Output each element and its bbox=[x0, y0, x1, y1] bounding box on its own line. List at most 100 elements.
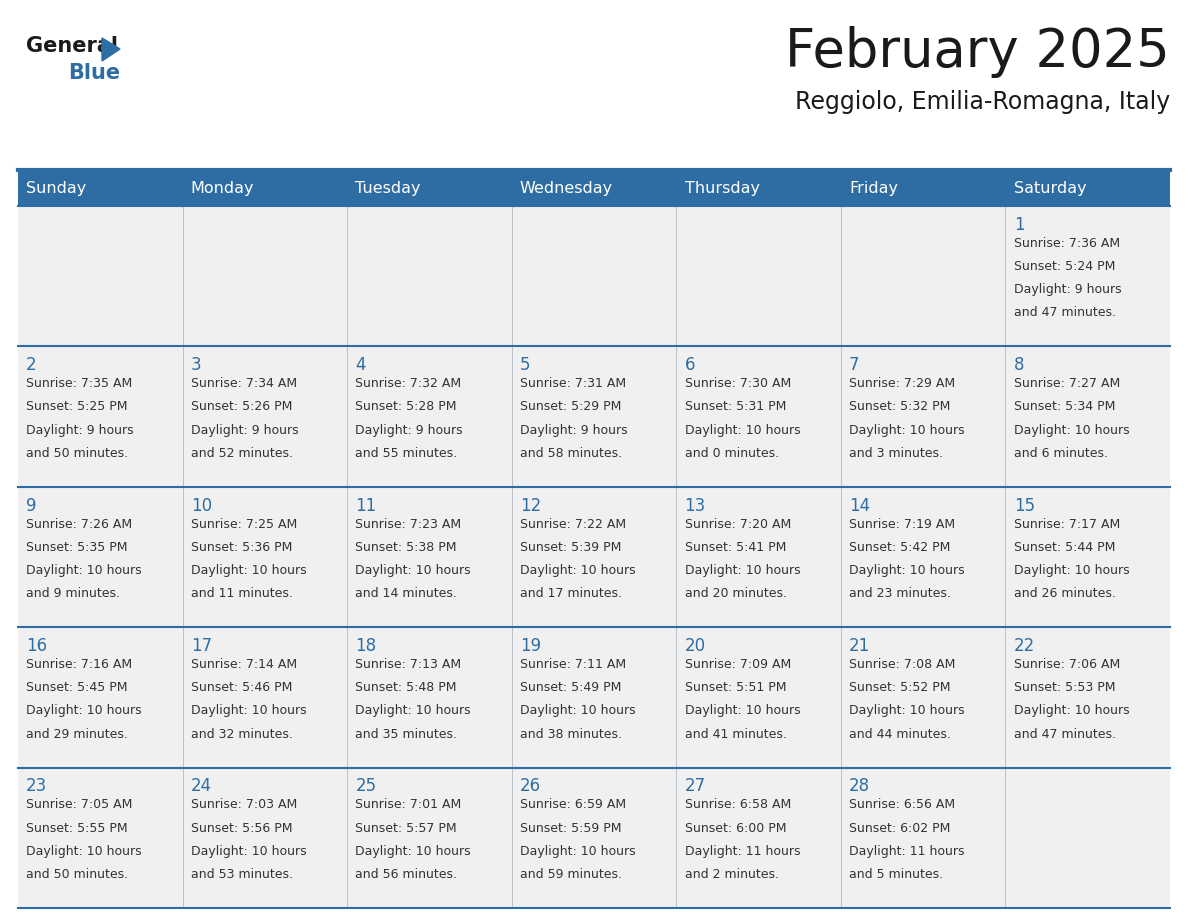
Text: Sunset: 5:51 PM: Sunset: 5:51 PM bbox=[684, 681, 786, 694]
Text: Sunrise: 7:05 AM: Sunrise: 7:05 AM bbox=[26, 799, 133, 812]
Text: Sunrise: 7:22 AM: Sunrise: 7:22 AM bbox=[520, 518, 626, 531]
Bar bbox=[347, 206, 512, 346]
Text: and 14 minutes.: and 14 minutes. bbox=[355, 588, 457, 600]
Text: Sunset: 5:44 PM: Sunset: 5:44 PM bbox=[1013, 541, 1116, 554]
Text: 1: 1 bbox=[1013, 216, 1024, 234]
Text: Sunset: 6:00 PM: Sunset: 6:00 PM bbox=[684, 822, 786, 834]
Text: Sunrise: 7:19 AM: Sunrise: 7:19 AM bbox=[849, 518, 955, 531]
Text: Daylight: 10 hours: Daylight: 10 hours bbox=[26, 564, 141, 577]
Text: Daylight: 10 hours: Daylight: 10 hours bbox=[355, 564, 470, 577]
Text: and 56 minutes.: and 56 minutes. bbox=[355, 868, 457, 881]
Text: Sunset: 5:31 PM: Sunset: 5:31 PM bbox=[684, 400, 786, 413]
Text: Blue: Blue bbox=[68, 63, 120, 83]
Text: Daylight: 9 hours: Daylight: 9 hours bbox=[26, 423, 134, 437]
Text: February 2025: February 2025 bbox=[785, 26, 1170, 78]
Bar bbox=[1005, 346, 1170, 487]
Text: Sunset: 5:52 PM: Sunset: 5:52 PM bbox=[849, 681, 950, 694]
Text: 22: 22 bbox=[1013, 637, 1035, 655]
Text: Sunrise: 7:31 AM: Sunrise: 7:31 AM bbox=[520, 377, 626, 390]
Bar bbox=[676, 206, 841, 346]
Text: Daylight: 11 hours: Daylight: 11 hours bbox=[849, 845, 965, 857]
Bar bbox=[347, 346, 512, 487]
Text: and 52 minutes.: and 52 minutes. bbox=[191, 447, 292, 460]
Bar bbox=[841, 767, 1005, 908]
Text: Daylight: 10 hours: Daylight: 10 hours bbox=[520, 845, 636, 857]
Bar bbox=[18, 206, 183, 346]
Text: Sunset: 5:41 PM: Sunset: 5:41 PM bbox=[684, 541, 786, 554]
Text: and 9 minutes.: and 9 minutes. bbox=[26, 588, 120, 600]
Text: Sunset: 5:42 PM: Sunset: 5:42 PM bbox=[849, 541, 950, 554]
Text: and 53 minutes.: and 53 minutes. bbox=[191, 868, 292, 881]
Text: 24: 24 bbox=[191, 778, 211, 795]
Text: and 3 minutes.: and 3 minutes. bbox=[849, 447, 943, 460]
Text: 27: 27 bbox=[684, 778, 706, 795]
Text: Reggiolo, Emilia-Romagna, Italy: Reggiolo, Emilia-Romagna, Italy bbox=[795, 90, 1170, 114]
Text: and 6 minutes.: and 6 minutes. bbox=[1013, 447, 1107, 460]
Bar bbox=[183, 487, 347, 627]
Text: Sunset: 5:29 PM: Sunset: 5:29 PM bbox=[520, 400, 621, 413]
Text: 15: 15 bbox=[1013, 497, 1035, 515]
Text: Sunset: 5:53 PM: Sunset: 5:53 PM bbox=[1013, 681, 1116, 694]
Text: Sunset: 5:36 PM: Sunset: 5:36 PM bbox=[191, 541, 292, 554]
Bar bbox=[512, 487, 676, 627]
Text: Sunset: 5:46 PM: Sunset: 5:46 PM bbox=[191, 681, 292, 694]
Text: and 41 minutes.: and 41 minutes. bbox=[684, 728, 786, 741]
Text: Sunrise: 6:56 AM: Sunrise: 6:56 AM bbox=[849, 799, 955, 812]
Bar bbox=[183, 627, 347, 767]
Bar bbox=[676, 627, 841, 767]
Text: Sunset: 5:49 PM: Sunset: 5:49 PM bbox=[520, 681, 621, 694]
Text: Daylight: 10 hours: Daylight: 10 hours bbox=[684, 564, 801, 577]
Text: and 55 minutes.: and 55 minutes. bbox=[355, 447, 457, 460]
Bar bbox=[841, 346, 1005, 487]
Text: Sunrise: 7:20 AM: Sunrise: 7:20 AM bbox=[684, 518, 791, 531]
Text: 3: 3 bbox=[191, 356, 202, 375]
Text: 9: 9 bbox=[26, 497, 37, 515]
Bar bbox=[347, 627, 512, 767]
Text: Sunrise: 7:29 AM: Sunrise: 7:29 AM bbox=[849, 377, 955, 390]
Text: Sunrise: 7:34 AM: Sunrise: 7:34 AM bbox=[191, 377, 297, 390]
Text: 14: 14 bbox=[849, 497, 871, 515]
Text: Sunrise: 7:01 AM: Sunrise: 7:01 AM bbox=[355, 799, 462, 812]
Text: Sunrise: 7:30 AM: Sunrise: 7:30 AM bbox=[684, 377, 791, 390]
Text: 25: 25 bbox=[355, 778, 377, 795]
Text: Daylight: 10 hours: Daylight: 10 hours bbox=[520, 564, 636, 577]
Text: Daylight: 10 hours: Daylight: 10 hours bbox=[191, 564, 307, 577]
Text: Daylight: 10 hours: Daylight: 10 hours bbox=[849, 423, 965, 437]
Text: Sunset: 5:28 PM: Sunset: 5:28 PM bbox=[355, 400, 457, 413]
Text: Daylight: 10 hours: Daylight: 10 hours bbox=[1013, 704, 1130, 718]
Text: Friday: Friday bbox=[849, 181, 898, 196]
Text: 10: 10 bbox=[191, 497, 211, 515]
Text: Sunrise: 7:23 AM: Sunrise: 7:23 AM bbox=[355, 518, 461, 531]
Text: Sunrise: 7:08 AM: Sunrise: 7:08 AM bbox=[849, 658, 955, 671]
Bar bbox=[347, 767, 512, 908]
Bar bbox=[18, 627, 183, 767]
Text: and 0 minutes.: and 0 minutes. bbox=[684, 447, 778, 460]
Text: and 11 minutes.: and 11 minutes. bbox=[191, 588, 292, 600]
Text: Sunrise: 7:36 AM: Sunrise: 7:36 AM bbox=[1013, 237, 1120, 250]
Text: Tuesday: Tuesday bbox=[355, 181, 421, 196]
Text: 20: 20 bbox=[684, 637, 706, 655]
Text: Sunset: 5:34 PM: Sunset: 5:34 PM bbox=[1013, 400, 1116, 413]
Text: Sunset: 5:45 PM: Sunset: 5:45 PM bbox=[26, 681, 128, 694]
Text: and 32 minutes.: and 32 minutes. bbox=[191, 728, 292, 741]
Text: 19: 19 bbox=[520, 637, 541, 655]
Text: and 38 minutes.: and 38 minutes. bbox=[520, 728, 623, 741]
Text: Daylight: 9 hours: Daylight: 9 hours bbox=[520, 423, 627, 437]
Text: Sunset: 5:57 PM: Sunset: 5:57 PM bbox=[355, 822, 457, 834]
Bar bbox=[18, 767, 183, 908]
Bar bbox=[676, 767, 841, 908]
Text: Sunrise: 7:13 AM: Sunrise: 7:13 AM bbox=[355, 658, 461, 671]
Text: Daylight: 10 hours: Daylight: 10 hours bbox=[191, 845, 307, 857]
Text: Sunrise: 6:59 AM: Sunrise: 6:59 AM bbox=[520, 799, 626, 812]
Text: and 47 minutes.: and 47 minutes. bbox=[1013, 728, 1116, 741]
Text: 13: 13 bbox=[684, 497, 706, 515]
Text: and 44 minutes.: and 44 minutes. bbox=[849, 728, 950, 741]
Bar bbox=[1005, 767, 1170, 908]
Bar bbox=[347, 487, 512, 627]
Text: Monday: Monday bbox=[191, 181, 254, 196]
Text: General: General bbox=[26, 36, 118, 56]
Bar bbox=[1005, 487, 1170, 627]
Text: 21: 21 bbox=[849, 637, 871, 655]
Text: Daylight: 10 hours: Daylight: 10 hours bbox=[355, 845, 470, 857]
Text: 8: 8 bbox=[1013, 356, 1024, 375]
